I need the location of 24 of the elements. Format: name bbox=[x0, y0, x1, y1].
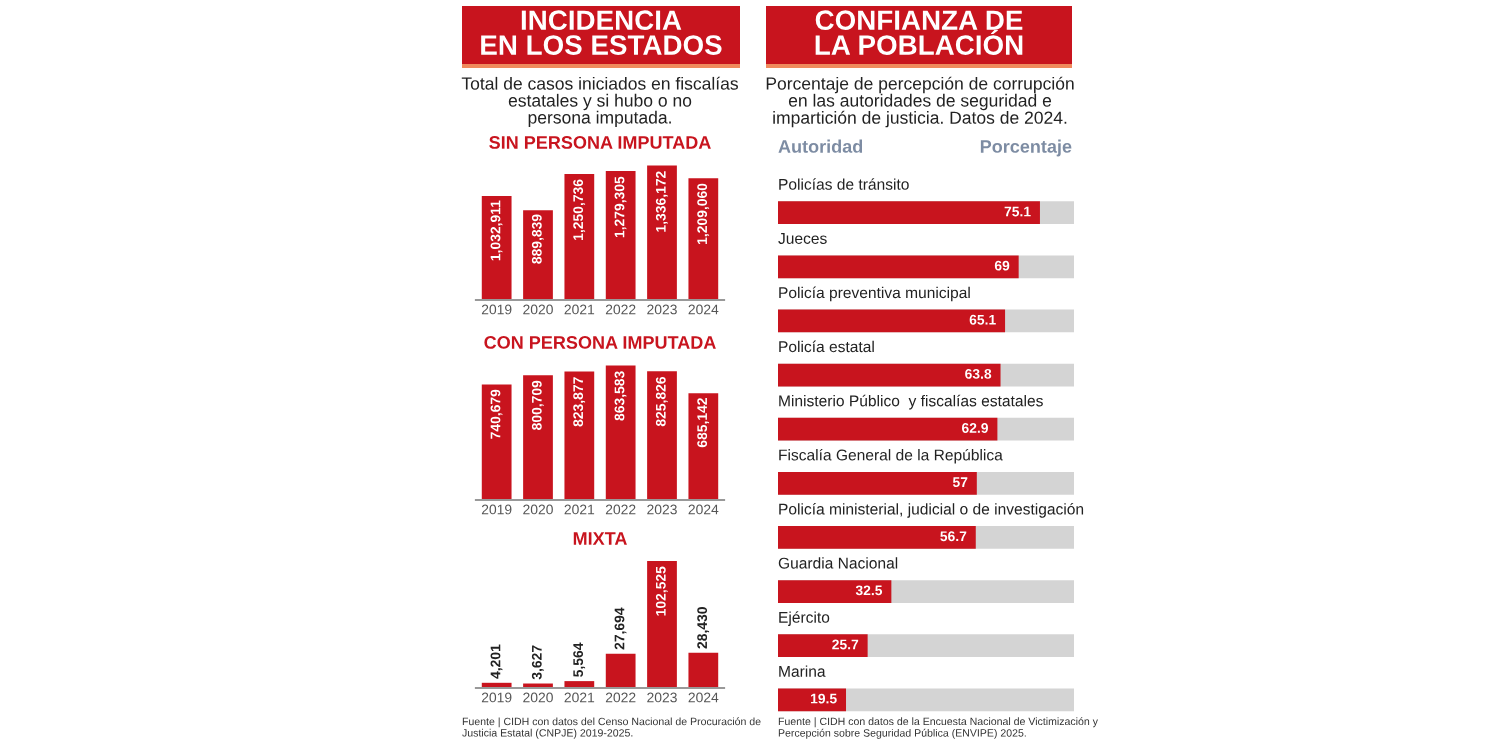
bar bbox=[647, 561, 677, 688]
bar bbox=[647, 371, 677, 500]
bar bbox=[564, 371, 595, 500]
y-axis-title: Autoridad bbox=[778, 139, 863, 153]
bar bbox=[688, 652, 719, 688]
bar bbox=[523, 375, 553, 500]
bar bbox=[688, 393, 719, 500]
x-axis-title: Porcentaje bbox=[980, 139, 1072, 157]
bar bbox=[647, 165, 677, 300]
chart-title: MIXTA bbox=[573, 532, 627, 545]
chart-title: INCIDENCIA EN LOS ESTADOS bbox=[481, 10, 722, 55]
bar bbox=[688, 178, 719, 300]
bar bbox=[481, 384, 512, 500]
bar bbox=[481, 195, 512, 300]
bar bbox=[605, 365, 636, 500]
bar bbox=[523, 210, 553, 300]
bar bbox=[605, 653, 636, 688]
chart-subtitle: Porcentaje de percepción de corrupción en las autoridades de seguridad e impartición de justicia. Datos de 2024. bbox=[766, 76, 1074, 128]
chart-title: CONFIANZA DE LA POBLACIÓN bbox=[815, 10, 1023, 55]
chart-title: CON PERSONA IMPUTADA bbox=[484, 336, 716, 349]
bar bbox=[605, 171, 636, 300]
text: SIN PERSONA IMPUTADA bbox=[489, 136, 711, 149]
chart-subtitle: Total de casos iniciados en fiscalías estatales y si hubo o no persona imputada. bbox=[461, 76, 738, 128]
bar bbox=[564, 173, 595, 300]
